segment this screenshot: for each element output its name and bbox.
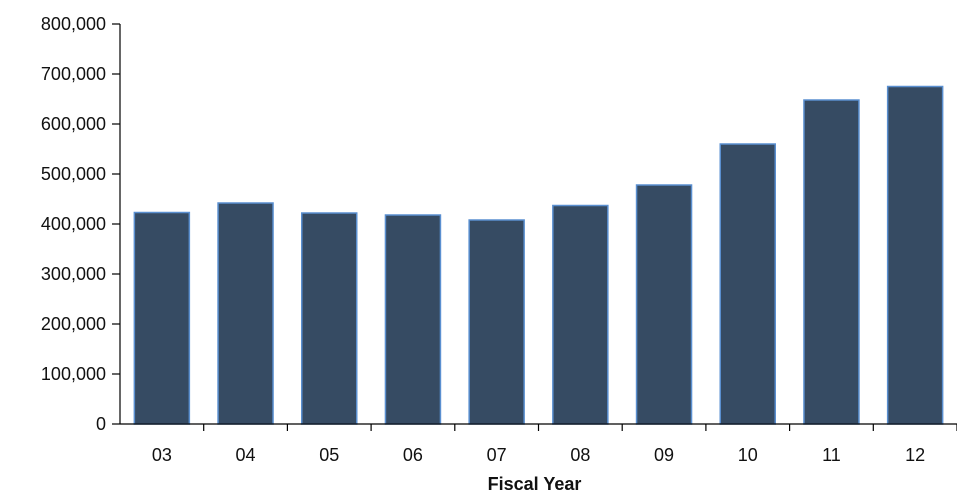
x-tick-label: 10 <box>738 445 758 465</box>
y-tick-label: 200,000 <box>41 314 106 334</box>
bar-11 <box>803 99 860 425</box>
x-tick-label: 05 <box>319 445 339 465</box>
bar-06 <box>384 214 442 425</box>
y-tick-label: 700,000 <box>41 64 106 84</box>
bar-10 <box>719 143 776 425</box>
bar-03 <box>133 211 191 425</box>
bar-12 <box>886 85 944 425</box>
x-tick-label: 04 <box>236 445 256 465</box>
bar-05 <box>301 212 358 425</box>
y-tick-label: 100,000 <box>41 364 106 384</box>
y-tick-label: 600,000 <box>41 114 106 134</box>
x-tick-label: 06 <box>403 445 423 465</box>
bar-04 <box>217 202 274 425</box>
x-tick-label: 08 <box>570 445 590 465</box>
x-tick-label: 11 <box>822 445 841 465</box>
x-axis: 03 04 05 06 07 08 09 10 11 12 <box>120 423 957 465</box>
x-tick-label: 03 <box>152 445 172 465</box>
bar-08 <box>552 204 609 425</box>
y-tick-label: 400,000 <box>41 214 106 234</box>
x-tick-label: 07 <box>487 445 507 465</box>
y-tick-label: 300,000 <box>41 264 106 284</box>
bars <box>133 85 944 425</box>
y-tick-label: 0 <box>96 414 106 434</box>
bar-09 <box>635 184 693 425</box>
y-tick-label: 500,000 <box>41 164 106 184</box>
x-tick-label: 09 <box>654 445 674 465</box>
y-axis: 0 100,000 200,000 300,000 400,000 500,000 600,… <box>41 14 121 434</box>
y-tick-label: 800,000 <box>41 14 106 34</box>
x-tick-label: 12 <box>905 445 925 465</box>
x-axis-title: Fiscal Year <box>488 474 582 494</box>
bar-07 <box>468 219 525 425</box>
